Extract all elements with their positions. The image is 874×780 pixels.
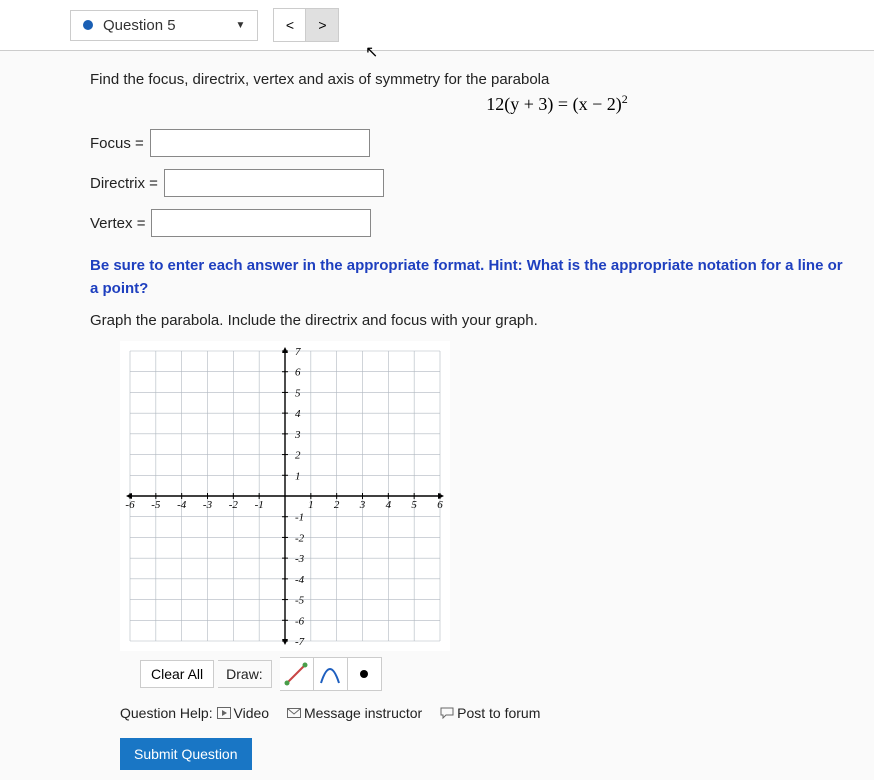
svg-text:-2: -2	[229, 499, 239, 511]
svg-text:-6: -6	[125, 499, 135, 511]
svg-text:4: 4	[386, 499, 392, 511]
svg-text:1: 1	[295, 470, 301, 482]
submit-button[interactable]: Submit Question	[120, 738, 252, 770]
svg-text:-1: -1	[295, 512, 304, 524]
question-prompt: Find the focus, directrix, vertex and ax…	[90, 71, 844, 88]
question-label: Question 5	[103, 17, 176, 34]
status-dot-icon	[83, 20, 93, 30]
svg-text:1: 1	[308, 499, 314, 511]
vertex-label: Vertex =	[90, 215, 145, 232]
svg-text:-4: -4	[177, 499, 187, 511]
focus-label: Focus =	[90, 135, 144, 152]
svg-text:-1: -1	[255, 499, 264, 511]
envelope-icon	[287, 706, 301, 722]
svg-text:-5: -5	[295, 595, 305, 607]
message-link[interactable]: Message instructor	[287, 705, 426, 721]
svg-text:-3: -3	[203, 499, 213, 511]
parabola-tool-button[interactable]	[314, 657, 348, 691]
forum-link[interactable]: Post to forum	[440, 705, 540, 721]
svg-text:-6: -6	[295, 615, 305, 627]
directrix-row: Directrix =	[90, 169, 844, 197]
vertex-row: Vertex =	[90, 209, 844, 237]
nav-group: < >	[273, 8, 339, 42]
svg-text:7: 7	[295, 346, 301, 358]
svg-text:3: 3	[294, 429, 301, 441]
directrix-label: Directrix =	[90, 175, 158, 192]
message-text: Message instructor	[304, 705, 422, 721]
svg-text:-5: -5	[151, 499, 161, 511]
point-tool-button[interactable]	[348, 657, 382, 691]
directrix-input[interactable]	[164, 169, 384, 197]
hint-text: Be sure to enter each answer in the appr…	[90, 255, 844, 300]
svg-text:-3: -3	[295, 553, 305, 565]
video-link[interactable]: Video	[217, 705, 273, 721]
parabola-tool-icon	[317, 661, 343, 687]
svg-text:-7: -7	[295, 636, 305, 648]
point-tool-icon	[351, 661, 377, 687]
header-bar: Question 5 ▼ < >	[0, 0, 874, 51]
question-dropdown[interactable]: Question 5 ▼	[70, 10, 258, 41]
graph-svg: -6 -5 -4 -3 -2 -1 1 2 3 4 5 6 -7 -6 -5 -4 -3 -2 -1 1 2 3 4 5 6 7	[120, 341, 450, 651]
chat-icon	[440, 706, 454, 722]
svg-text:5: 5	[295, 387, 301, 399]
line-tool-icon	[283, 661, 309, 687]
forum-text: Post to forum	[457, 705, 540, 721]
svg-text:-4: -4	[295, 574, 305, 586]
caret-down-icon: ▼	[236, 20, 246, 31]
vertex-input[interactable]	[151, 209, 371, 237]
help-row: Question Help: Video Message instructor …	[120, 705, 844, 722]
video-icon	[217, 706, 231, 722]
clear-all-button[interactable]: Clear All	[140, 660, 214, 688]
equation-exp: 2	[622, 92, 628, 106]
help-label: Question Help:	[120, 705, 213, 721]
line-tool-button[interactable]	[280, 657, 314, 691]
svg-text:4: 4	[295, 408, 301, 420]
graph-instruction: Graph the parabola. Include the directri…	[90, 312, 844, 329]
draw-toolbar: Clear All Draw:	[140, 657, 844, 691]
svg-text:6: 6	[437, 499, 443, 511]
prev-button[interactable]: <	[274, 9, 306, 41]
svg-text:2: 2	[334, 499, 340, 511]
svg-text:6: 6	[295, 367, 301, 379]
focus-input[interactable]	[150, 129, 370, 157]
svg-text:5: 5	[411, 499, 417, 511]
svg-text:3: 3	[359, 499, 366, 511]
graph-canvas[interactable]: -6 -5 -4 -3 -2 -1 1 2 3 4 5 6 -7 -6 -5 -4 -3 -2 -1 1 2 3 4 5 6 7	[120, 341, 450, 651]
focus-row: Focus =	[90, 129, 844, 157]
draw-label: Draw:	[218, 660, 272, 688]
next-button[interactable]: >	[306, 9, 338, 41]
equation: 12(y + 3) = (x − 2)2	[90, 92, 844, 115]
svg-text:-2: -2	[295, 532, 305, 544]
svg-text:2: 2	[295, 450, 301, 462]
content-area: Find the focus, directrix, vertex and ax…	[0, 51, 874, 780]
video-text: Video	[234, 705, 270, 721]
equation-lhs: 12(y + 3) = (x − 2)	[486, 94, 621, 114]
